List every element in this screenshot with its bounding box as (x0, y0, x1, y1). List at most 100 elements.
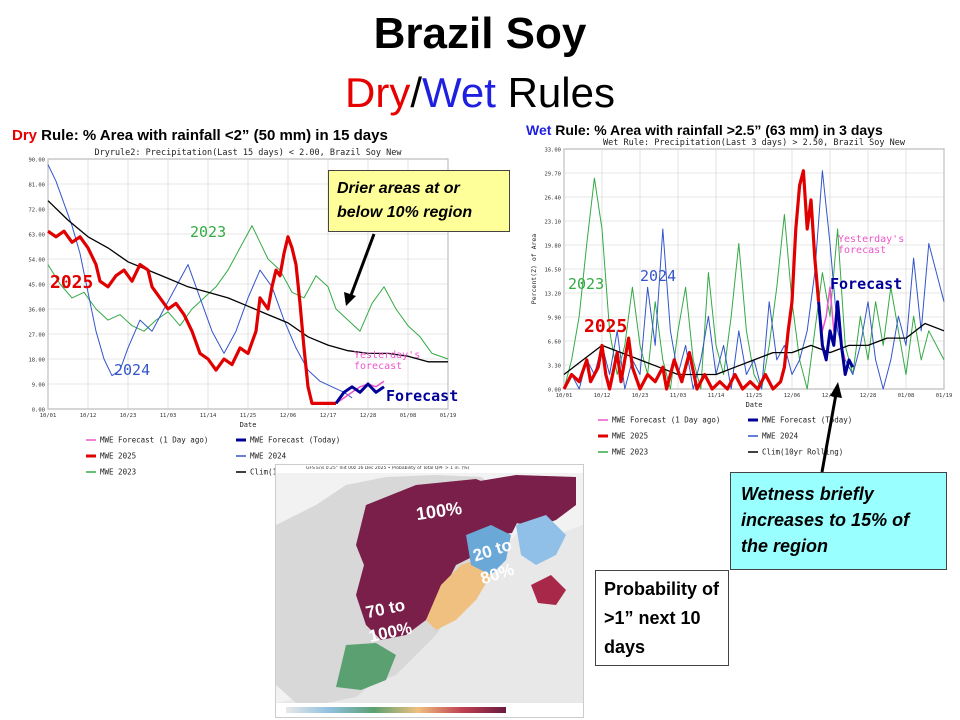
legend-label: MWE 2023 (100, 468, 136, 477)
y-tick-label: 3.30 (548, 364, 561, 370)
subtitle-wet: Wet (422, 69, 496, 116)
y-tick-label: 26.40 (544, 196, 561, 202)
series-line-fc_today (817, 300, 855, 376)
legend-label: MWE 2024 (762, 432, 799, 441)
x-tick-label: 01/08 (400, 413, 417, 419)
x-tick-label: 11/14 (708, 393, 725, 399)
x-tick-label: 01/19 (936, 393, 953, 399)
label-2024: 2024 (640, 267, 676, 285)
label-2024: 2024 (114, 361, 150, 379)
x-tick-label: 10/12 (594, 393, 611, 399)
y-tick-label: 72.00 (28, 208, 45, 214)
y-tick-label: 18.00 (28, 358, 45, 364)
subtitle-rest: Rules (495, 69, 615, 116)
label-yesterdays-forecast: Yesterday's forecast (354, 350, 420, 372)
y-tick-label: 0.00 (32, 408, 45, 414)
y-tick-label: 90.00 (28, 158, 45, 164)
label-line: Yesterday's (838, 234, 904, 245)
x-tick-label: 10/01 (556, 393, 573, 399)
series-line-fc_today (334, 382, 385, 405)
y-tick-label: 9.00 (32, 383, 45, 389)
x-tick-label: 11/03 (160, 413, 177, 419)
series-line-fc_yest (335, 380, 385, 405)
y-tick-label: 6.60 (548, 340, 561, 346)
series-line-c2024 (47, 164, 353, 399)
x-tick-label: 10/23 (120, 413, 137, 419)
chart-title: Dryrule2: Precipitation(Last 15 days) < … (94, 148, 402, 158)
dry-rule-text: Rule: % Area with rainfall <2” (50 mm) i… (37, 127, 388, 144)
legend-label: MWE Forecast (1 Day ago) (100, 436, 208, 445)
y-tick-label: 27.00 (28, 333, 45, 339)
y-axis-label: Percent(Z) of Area (530, 234, 538, 305)
wetness-callout: Wetness briefly increases to 15% of the … (730, 472, 947, 570)
x-tick-label: 10/12 (80, 413, 97, 419)
x-tick-label: 01/08 (898, 393, 915, 399)
subtitle-dry: Dry (345, 69, 411, 116)
legend-label: MWE 2023 (612, 448, 648, 457)
subtitle-sep: / (410, 69, 422, 116)
chart-title: Wet Rule: Precipitation(Last 3 days) > 2… (603, 138, 906, 148)
wet-rule-heading: Wet Rule: % Area with rainfall >2.5” (63… (526, 122, 883, 138)
legend-label: Clim(10yr Rolling) (762, 448, 843, 457)
label-forecast: Forecast (830, 275, 902, 293)
wet-rule-text: Rule: % Area with rainfall >2.5” (63 mm)… (551, 122, 883, 138)
series-line-c2023 (563, 177, 945, 390)
probability-note: Probability of >1” next 10 days (595, 570, 729, 666)
x-tick-label: 10/01 (40, 413, 57, 419)
label-2025: 2025 (584, 316, 627, 337)
legend-label: MWE 2024 (250, 452, 287, 461)
x-tick-label: 11/14 (200, 413, 217, 419)
y-tick-label: 19.80 (544, 244, 561, 250)
x-tick-label: 11/03 (670, 393, 687, 399)
y-tick-label: 45.00 (28, 283, 45, 289)
x-tick-label: 01/19 (440, 413, 457, 419)
x-tick-label: 11/25 (746, 393, 763, 399)
label-forecast: Forecast (386, 387, 458, 405)
y-tick-label: 33.00 (544, 148, 561, 154)
map-header: GFS Ens 0.25° Init 00z 16 Dec 2025 • Pro… (306, 466, 470, 471)
series-line-c2023 (47, 225, 449, 360)
map-graphic (276, 473, 583, 713)
y-tick-label: 81.00 (28, 183, 45, 189)
x-tick-label: 12/28 (860, 393, 877, 399)
y-tick-label: 29.70 (544, 172, 561, 178)
label-line: forecast (354, 361, 402, 372)
label-line: Yesterday's (354, 350, 420, 361)
y-tick-label: 36.00 (28, 308, 45, 314)
wetness-arrow (820, 382, 842, 473)
page-title: Brazil Soy (373, 9, 587, 58)
x-tick-label: 11/25 (240, 413, 257, 419)
y-tick-label: 0.00 (548, 388, 561, 394)
x-tick-label: 12/17 (320, 413, 337, 419)
precip-probability-map: GFS Ens 0.25° Init 00z 16 Dec 2025 • Pro… (275, 464, 584, 718)
series-line-clim (47, 200, 448, 363)
drier-arrow (344, 233, 376, 306)
dry-rule-word: Dry (12, 127, 38, 144)
label-line: forecast (838, 245, 886, 256)
dry-rule-heading: Dry Rule: % Area with rainfall <2” (50 m… (12, 127, 388, 144)
x-tick-label: 12/06 (280, 413, 297, 419)
series-line-c2024 (563, 170, 945, 390)
x-tick-label: 12/28 (360, 413, 377, 419)
label-2023: 2023 (190, 223, 226, 241)
x-tick-label: 10/23 (632, 393, 649, 399)
label-2023: 2023 (568, 275, 604, 293)
wet-rule-word: Wet (526, 122, 552, 138)
series-line-clim (563, 322, 945, 376)
label-2025: 2025 (50, 272, 93, 293)
legend-label: MWE Forecast (Today) (762, 416, 852, 425)
y-tick-label: 9.90 (548, 316, 561, 322)
series-line-c2025 (47, 229, 336, 405)
legend-label: MWE Forecast (1 Day ago) (612, 416, 720, 425)
drier-callout: Drier areas at or below 10% region (328, 170, 510, 232)
y-tick-label: 23.10 (544, 220, 561, 226)
series-line-c2025 (562, 169, 821, 391)
y-tick-label: 54.00 (28, 258, 45, 264)
label-yesterdays-forecast: Yesterday's forecast (838, 234, 904, 256)
legend-label: MWE 2025 (100, 452, 136, 461)
y-tick-label: 63.00 (28, 233, 45, 239)
y-tick-label: 16.50 (544, 268, 561, 274)
y-tick-label: 13.20 (544, 292, 561, 298)
legend-label: MWE Forecast (Today) (250, 436, 340, 445)
x-axis-label: Date (240, 421, 257, 429)
